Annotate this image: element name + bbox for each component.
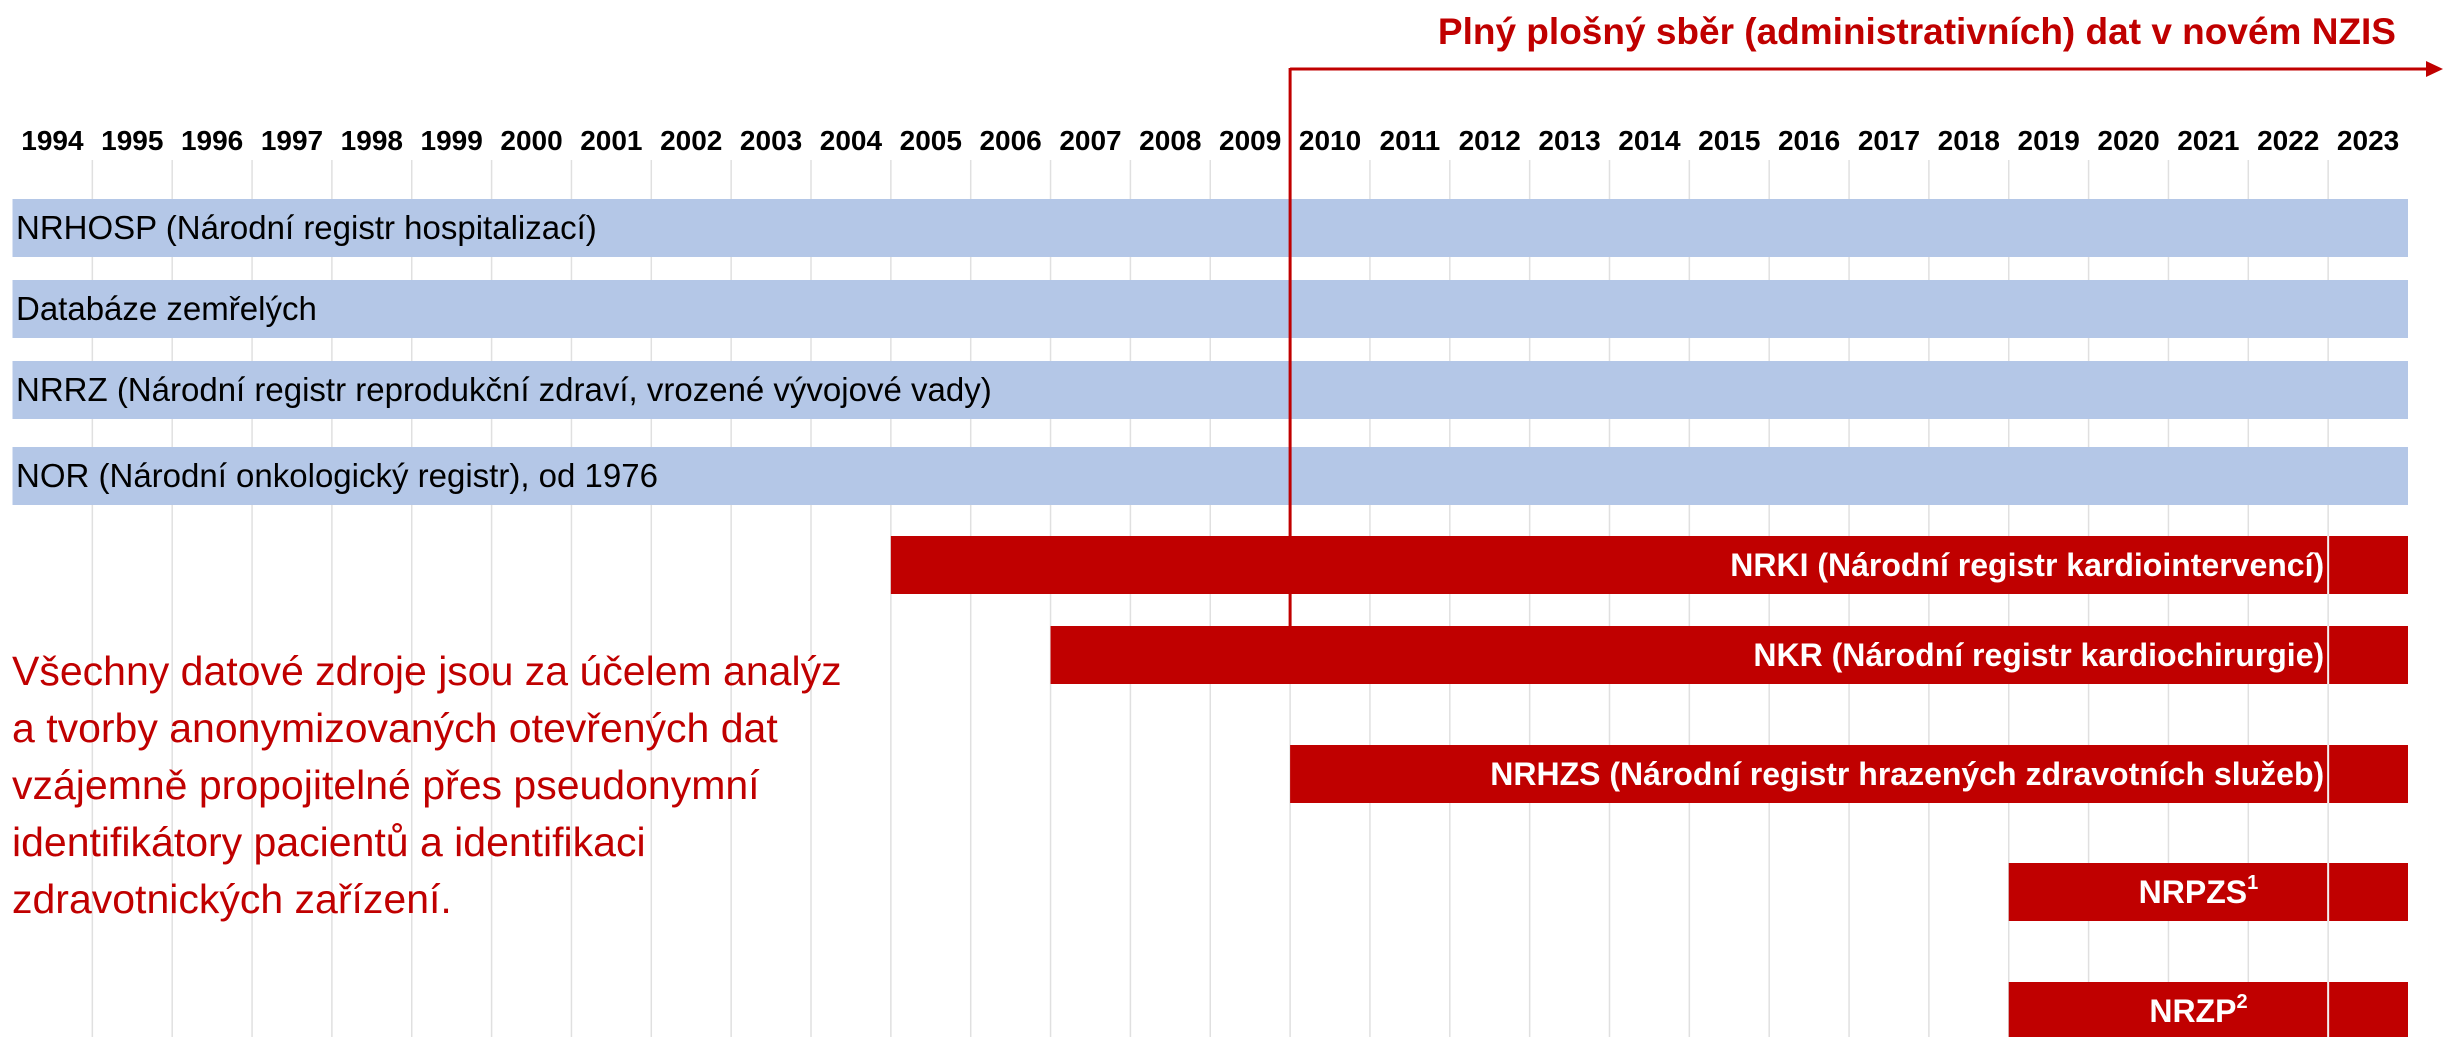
- year-label: 1999: [421, 125, 483, 156]
- year-label: 2011: [1380, 125, 1441, 156]
- year-label: 2023: [2337, 125, 2399, 156]
- arrow-head: [2426, 61, 2443, 77]
- year-label: 1994: [21, 125, 84, 156]
- year-label: 2001: [580, 125, 642, 156]
- note-line: vzájemně propojitelné přes pseudonymní: [12, 762, 760, 808]
- year-label: 2000: [500, 125, 562, 156]
- year-label: 1998: [341, 125, 403, 156]
- bar: [12, 447, 2408, 505]
- year-label: 2022: [2257, 125, 2319, 156]
- bar-label: NRHOSP (Národní registr hospitalizací): [16, 209, 597, 246]
- year-label: 2003: [740, 125, 802, 156]
- year-label: 1997: [261, 125, 323, 156]
- superscript: 2: [2236, 991, 2247, 1013]
- bar-label-text: NRPZS: [2139, 874, 2247, 910]
- bar: [890, 536, 2408, 594]
- year-label: 2009: [1219, 125, 1281, 156]
- year-label: 2018: [1938, 125, 2000, 156]
- bar: [12, 361, 2408, 419]
- year-label: 2015: [1698, 125, 1760, 156]
- note-line: a tvorby anonymizovaných otevřených dat: [12, 705, 778, 751]
- year-label: 2012: [1459, 125, 1521, 156]
- bar-label: NRZP2: [2149, 991, 2247, 1029]
- year-label: 2002: [660, 125, 722, 156]
- bar: [12, 280, 2408, 338]
- bar: [2008, 863, 2408, 921]
- year-label: 2013: [1538, 125, 1600, 156]
- superscript: 1: [2247, 872, 2258, 894]
- year-label: 2010: [1299, 125, 1361, 156]
- bar: [2008, 982, 2408, 1037]
- bar: [1050, 626, 2408, 684]
- year-label: 2007: [1059, 125, 1121, 156]
- year-label: 2016: [1778, 125, 1840, 156]
- year-label: 2014: [1618, 125, 1681, 156]
- note-line: zdravotnických zařízení.: [12, 876, 452, 922]
- title: Plný plošný sběr (administrativních) dat…: [1438, 11, 2396, 52]
- year-label: 2006: [979, 125, 1041, 156]
- bar-label: Databáze zemřelých: [16, 290, 317, 327]
- year-label: 2020: [2097, 125, 2159, 156]
- year-label: 2005: [900, 125, 962, 156]
- year-label: 2017: [1858, 125, 1920, 156]
- bar-label: NRHZS (Národní registr hrazených zdravot…: [1490, 756, 2324, 792]
- note-line: identifikátory pacientů a identifikaci: [12, 819, 646, 865]
- year-label: 1996: [181, 125, 243, 156]
- bar-label: NRKI (Národní registr kardiointervencí): [1730, 547, 2324, 583]
- year-label: 2021: [2177, 125, 2239, 156]
- bar: [12, 199, 2408, 257]
- year-label: 2008: [1139, 125, 1201, 156]
- year-label: 1995: [101, 125, 163, 156]
- bar-label-text: NRZP: [2149, 993, 2236, 1029]
- bar-label: NRRZ (Národní registr reprodukční zdraví…: [16, 371, 992, 408]
- note-line: Všechny datové zdroje jsou za účelem ana…: [12, 648, 842, 694]
- bar: [1290, 745, 2408, 803]
- year-label: 2019: [2018, 125, 2080, 156]
- year-label: 2004: [820, 125, 883, 156]
- bar-label: NRPZS1: [2139, 872, 2259, 910]
- bar-label: NKR (Národní registr kardiochirurgie): [1753, 637, 2324, 673]
- bar-label: NOR (Národní onkologický registr), od 19…: [16, 457, 658, 494]
